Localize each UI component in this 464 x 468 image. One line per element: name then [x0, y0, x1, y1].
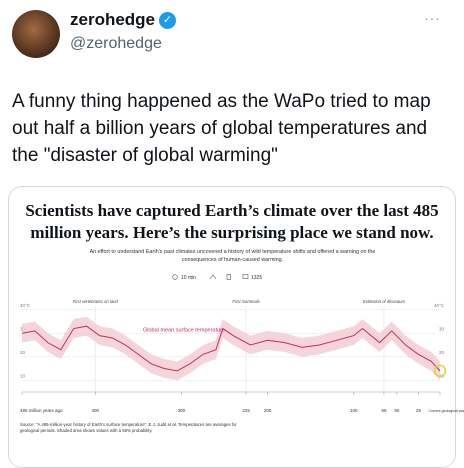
y-tick-label: 40°C	[20, 303, 31, 308]
temperature-line	[21, 325, 441, 372]
read-time: 10 min	[181, 275, 196, 281]
x-tick-label: 400	[91, 408, 99, 413]
x-tick-label: 485 million years ago	[20, 408, 63, 413]
chart-source: Source: "A 485-million-year history of E…	[20, 422, 237, 433]
y-tick-label: 20	[439, 350, 445, 355]
x-tick-label: 100	[350, 408, 358, 413]
x-tick-label: 50	[394, 408, 400, 413]
annotation-label: Extinction of dinosaurs	[363, 299, 406, 304]
more-button[interactable]: ···	[424, 10, 441, 26]
tweet-text: A funny thing happened as the WaPo tried…	[12, 91, 431, 166]
x-tick-label: 25	[416, 408, 422, 413]
comment-count: 1325	[251, 275, 262, 281]
y-tick-label: 20	[20, 350, 26, 355]
comment-icon[interactable]	[242, 274, 249, 279]
clock-icon	[172, 274, 178, 280]
x-tick-label: 300	[178, 408, 186, 413]
author-handle[interactable]: @zerohedge	[70, 35, 162, 52]
author-name[interactable]: zerohedge	[70, 10, 156, 29]
series-label: Global mean surface temperature	[143, 327, 225, 333]
media-headline: Scientists have captured Earth’s climate…	[25, 201, 439, 242]
media-subheadline: An effort to understand Earth’s past cli…	[89, 249, 376, 263]
bookmark-icon[interactable]	[226, 274, 231, 280]
annotation-label: First vertebrates on land	[73, 299, 119, 304]
annotation-label: First mammals	[232, 299, 260, 304]
y-tick-label: 40°C	[434, 303, 445, 308]
page: zerohedge ✓ @zerohedge ··· A funny thing…	[8, 10, 464, 468]
y-tick-label: 10	[20, 373, 26, 378]
x-tick-label: 65	[381, 408, 387, 413]
avatar[interactable]	[12, 10, 60, 58]
chart: 10 min 1325 40°C40°C303020201010485 mill…	[20, 274, 464, 413]
share-icon[interactable]	[209, 274, 217, 280]
x-tick-label: 225	[242, 408, 250, 413]
uncertainty-band	[22, 316, 440, 381]
verified-badge: ✓	[159, 12, 176, 29]
highlight-ring	[433, 364, 447, 378]
x-tick-label: Current geological stage	[429, 409, 464, 413]
y-tick-label: 30	[439, 326, 445, 331]
x-tick-label: 200	[264, 408, 272, 413]
